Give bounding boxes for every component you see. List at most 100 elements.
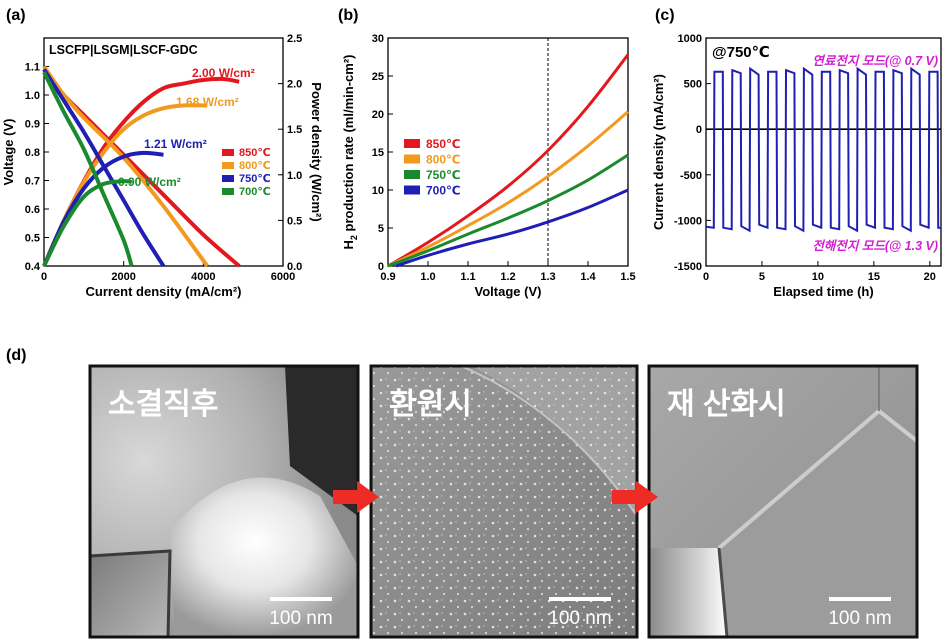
y-tick-label-b: 25 [372, 71, 384, 83]
y-axis-label-c: Current density (mA/cm²) [651, 74, 666, 230]
y2-tick-label-a: 1.5 [287, 124, 302, 136]
y-axis-label-b: H2 production rate (ml/min-cm²) [341, 55, 359, 250]
plot-frame-c [705, 37, 942, 267]
y-tick-label-a: 0.6 [25, 204, 40, 216]
y-tick-label-c: 0 [696, 124, 702, 136]
x-tick-label-b: 1.1 [460, 271, 475, 283]
legend-swatch-a-2 [222, 175, 234, 182]
y-tick-label-a: 0.8 [25, 147, 40, 159]
y-tick-label-b: 15 [372, 147, 384, 159]
legend-label-a-2: 750℃ [239, 173, 271, 185]
x-tick-label-b: 1.4 [580, 271, 596, 283]
legend-label-a-3: 700℃ [239, 186, 271, 198]
transition-arrow-1 [333, 481, 379, 513]
y-axis-label-a: Voltage (V) [1, 119, 16, 186]
h2-curve-0 [387, 53, 630, 268]
y-tick-label-a: 1.1 [25, 62, 40, 74]
transition-arrow-2 [612, 481, 658, 513]
sem-caption-3: 재 산화시 [667, 388, 786, 421]
y-tick-label-a: 0.7 [25, 176, 40, 188]
annotation-electrolysis-mode: 전해전지 모드(@ 1.3 V) [812, 239, 938, 253]
x-axis-label-c: Elapsed time (h) [773, 284, 873, 299]
y-tick-label-c: -500 [680, 170, 702, 182]
panel-label-d: (d) [6, 347, 26, 364]
panel-label-c: (c) [655, 7, 675, 24]
legend-swatch-b-1 [404, 154, 420, 164]
x-tick-label-c: 10 [812, 271, 824, 283]
y-tick-label-c: -1500 [674, 261, 702, 273]
scale-bar-label-3: 100 nm [828, 608, 891, 629]
x-tick-label-c: 0 [703, 271, 709, 283]
inset-label-a: LSCFP|LSGM|LSCF-GDC [49, 43, 198, 57]
x-tick-label-c: 15 [868, 271, 880, 283]
iv-curve-1 [42, 65, 209, 268]
x-tick-label-a: 2000 [111, 271, 135, 283]
inset-label-c: @750℃ [712, 44, 770, 61]
x-tick-label-a: 4000 [191, 271, 215, 283]
annotation-fuel-cell-mode: 연료전지 모드(@ 0.7 V) [812, 54, 938, 68]
legend-label-b-3: 700℃ [426, 184, 461, 198]
y-tick-label-c: 500 [684, 79, 702, 91]
legend-swatch-b-2 [404, 170, 420, 179]
chart-b: (b) 0 5 10 15 20 25 30 0.9 1.0 1.1 1.2 1.3 1.4 1.5 Volt… [338, 7, 636, 299]
y-tick-label-c: -1000 [674, 215, 702, 227]
y-tick-label-a: 0.9 [25, 119, 40, 131]
panel-label-a: (a) [6, 7, 26, 24]
legend-swatch-a-1 [222, 162, 234, 169]
x-tick-label-b: 0.9 [380, 271, 395, 283]
sem-image-2 [371, 366, 637, 637]
y-tick-label-b: 5 [378, 223, 384, 235]
sem-caption-1: 소결직후 [108, 388, 218, 421]
y-tick-label-a: 0.4 [25, 261, 41, 273]
legend-label-a-1: 800℃ [239, 160, 271, 172]
y2-tick-label-a: 0.0 [287, 261, 302, 273]
x-tick-label-c: 5 [759, 271, 765, 283]
plot-frame-b [387, 37, 629, 267]
power-curve-3 [42, 179, 133, 267]
sem-image-1 [90, 366, 358, 637]
y-tick-label-a: 0.5 [25, 233, 40, 245]
y-tick-label-b: 0 [378, 261, 384, 273]
sem-caption-2: 환원시 [389, 388, 472, 421]
legend-swatch-b-3 [404, 185, 420, 195]
panel-label-b: (b) [338, 7, 358, 24]
current-trace-c [705, 66, 941, 233]
x-tick-label-a: 6000 [271, 271, 295, 283]
x-tick-label-c: 20 [924, 271, 936, 283]
x-axis-label-b: Voltage (V) [475, 284, 542, 299]
legend-swatch-a-0 [222, 149, 234, 156]
y-tick-label-b: 20 [372, 109, 384, 121]
sem-image-3 [649, 366, 917, 637]
power-curve-2 [42, 150, 164, 267]
legend-swatch-b-0 [404, 139, 420, 148]
iv-curve-3 [42, 71, 134, 267]
h2-curve-2 [387, 153, 629, 268]
scale-bar-label-1: 100 nm [269, 608, 332, 629]
y2-tick-label-a: 2.5 [287, 33, 302, 45]
y-tick-label-a: 1.0 [25, 90, 40, 102]
x-tick-label-b: 1.0 [420, 271, 435, 283]
legend-label-b-0: 850℃ [426, 137, 461, 151]
legend-label-a-0: 850℃ [239, 147, 271, 159]
y-tick-label-b: 30 [372, 33, 384, 45]
peak-power-label-2: 1.21 W/cm² [144, 137, 207, 151]
peak-power-label-3: 0.90 W/cm² [118, 175, 181, 189]
y-tick-label-c: 1000 [678, 33, 702, 45]
x-tick-label-b: 1.3 [540, 271, 555, 283]
x-axis-label-a: Current density (mA/cm²) [85, 284, 241, 299]
h2-curve-3 [395, 188, 629, 268]
x-tick-label-b: 1.5 [620, 271, 635, 283]
legend-label-b-2: 750℃ [426, 168, 461, 182]
scale-bar-label-2: 100 nm [548, 608, 611, 629]
x-tick-label-a: 0 [41, 271, 47, 283]
y-tick-label-b: 10 [372, 185, 384, 197]
y2-axis-label-a: Power density (W/cm²) [309, 82, 324, 221]
panel-d: (d) 소결직후 100 nm 환원시 100 nm 재 산화시 100 nm [6, 347, 919, 639]
chart-a: (a) 0.4 0.5 0.6 0.7 0.8 0.9 1.0 1.1 0.0 0.5 1.0 1.5 2… [1, 7, 324, 299]
y2-tick-label-a: 0.5 [287, 215, 302, 227]
y2-tick-label-a: 1.0 [287, 170, 302, 182]
legend-label-b-1: 800℃ [426, 153, 461, 167]
h2-curve-1 [387, 110, 629, 268]
y2-tick-label-a: 2.0 [287, 79, 302, 91]
